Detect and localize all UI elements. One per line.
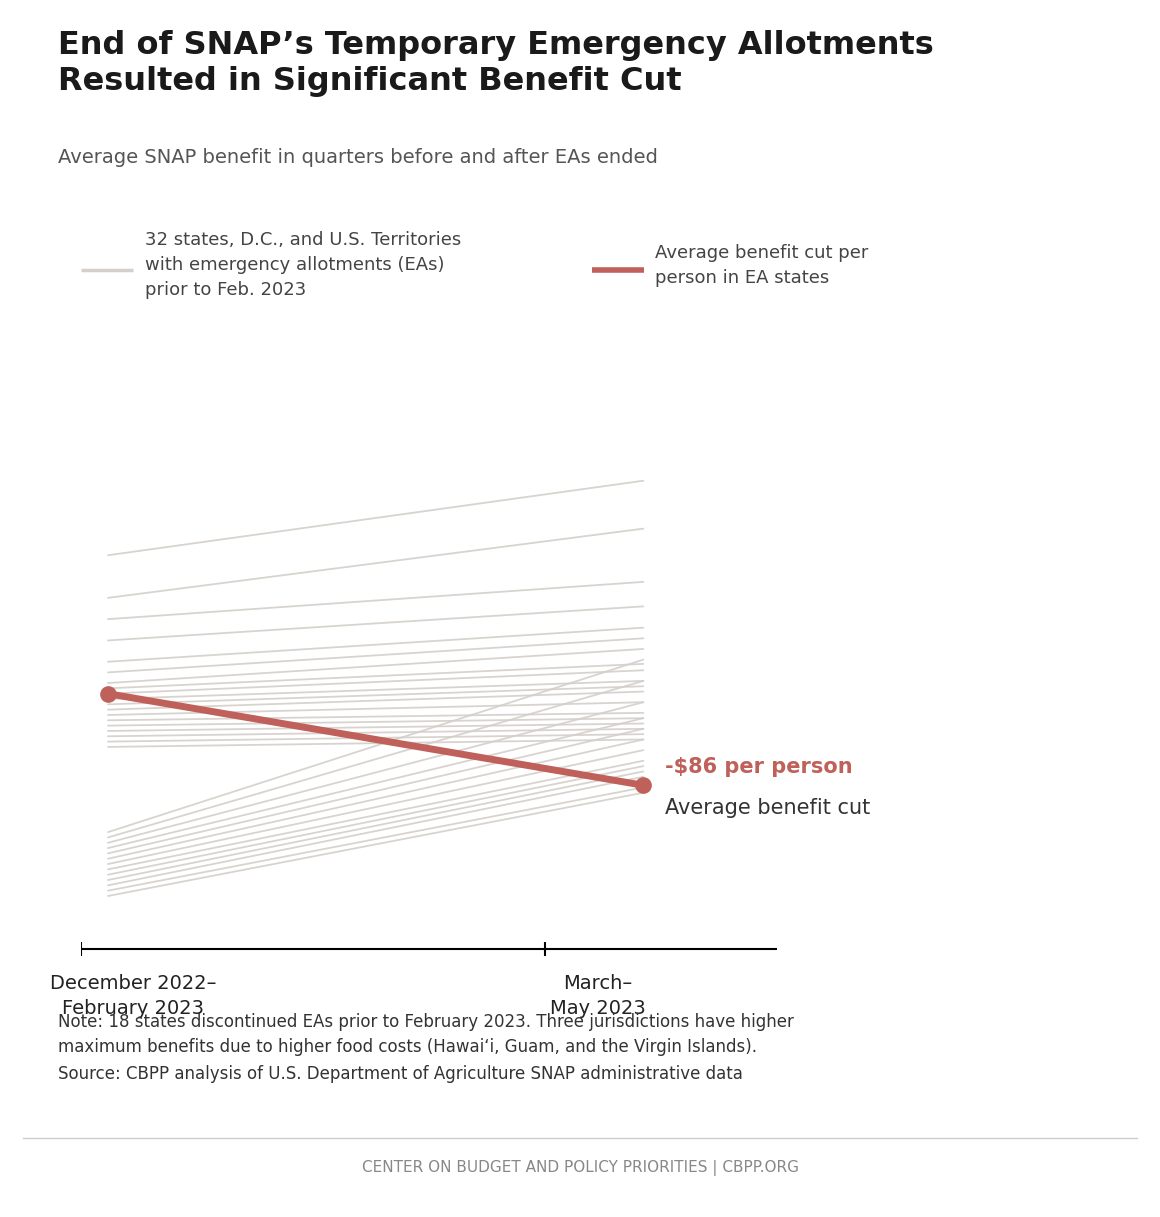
- Text: CENTER ON BUDGET AND POLICY PRIORITIES | CBPP.ORG: CENTER ON BUDGET AND POLICY PRIORITIES |…: [362, 1160, 798, 1177]
- Text: Average benefit cut per
person in EA states: Average benefit cut per person in EA sta…: [655, 243, 869, 287]
- Text: December 2022–
February 2023: December 2022– February 2023: [50, 974, 217, 1017]
- Text: Note: 18 states discontinued EAs prior to February 2023. Three jurisdictions hav: Note: 18 states discontinued EAs prior t…: [58, 1013, 793, 1056]
- Text: Average benefit cut: Average benefit cut: [665, 798, 870, 818]
- Text: March–
May 2023: March– May 2023: [550, 974, 645, 1017]
- Text: -$86 per person: -$86 per person: [665, 757, 853, 776]
- Text: Average SNAP benefit in quarters before and after EAs ended: Average SNAP benefit in quarters before …: [58, 148, 658, 168]
- Text: 32 states, D.C., and U.S. Territories
with emergency allotments (EAs)
prior to F: 32 states, D.C., and U.S. Territories wi…: [145, 231, 462, 299]
- Text: Source: CBPP analysis of U.S. Department of Agriculture SNAP administrative data: Source: CBPP analysis of U.S. Department…: [58, 1065, 742, 1083]
- Text: End of SNAP’s Temporary Emergency Allotments
Resulted in Significant Benefit Cut: End of SNAP’s Temporary Emergency Allotm…: [58, 30, 934, 97]
